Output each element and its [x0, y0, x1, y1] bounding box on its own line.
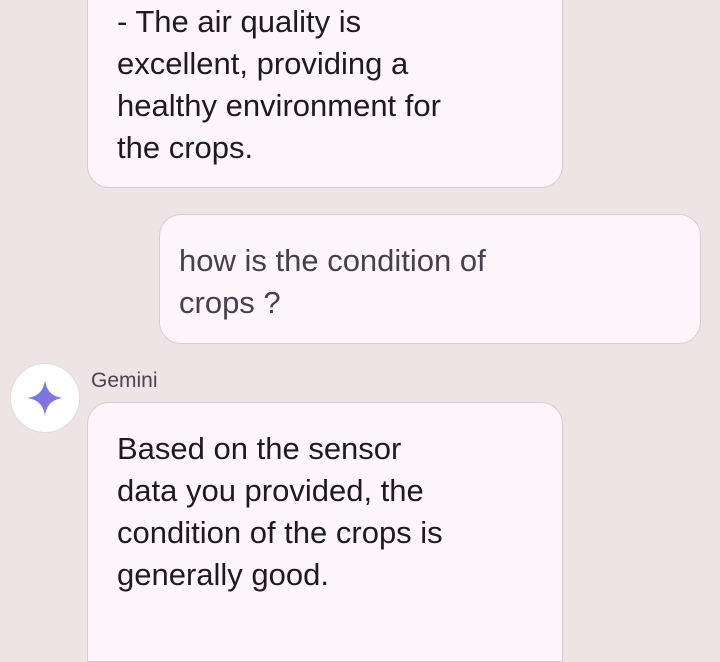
message-text-line: data you provided, the	[117, 473, 424, 508]
assistant-message-bubble: Based on the sensor data you provided, t…	[87, 402, 563, 662]
assistant-message-bubble: - The air quality is excellent, providin…	[87, 0, 563, 188]
message-text-line: the crops.	[117, 130, 254, 165]
message-text-line: condition of the crops is	[117, 515, 443, 550]
message-text-line: Based on the sensor	[117, 431, 402, 466]
sender-name: Gemini	[91, 369, 158, 392]
message-text-line: how is the condition of	[179, 243, 486, 278]
message-text-line: crops ?	[179, 285, 281, 320]
message-text-line: - The air quality is	[117, 4, 362, 39]
user-message-bubble: how is the condition of crops ?	[159, 214, 701, 344]
gemini-sparkle-icon	[27, 380, 63, 416]
message-text-line: excellent, providing a	[117, 46, 409, 81]
message-text-line: healthy environment for	[117, 88, 441, 123]
message-text-line: generally good.	[117, 557, 329, 592]
gemini-avatar	[10, 363, 80, 433]
